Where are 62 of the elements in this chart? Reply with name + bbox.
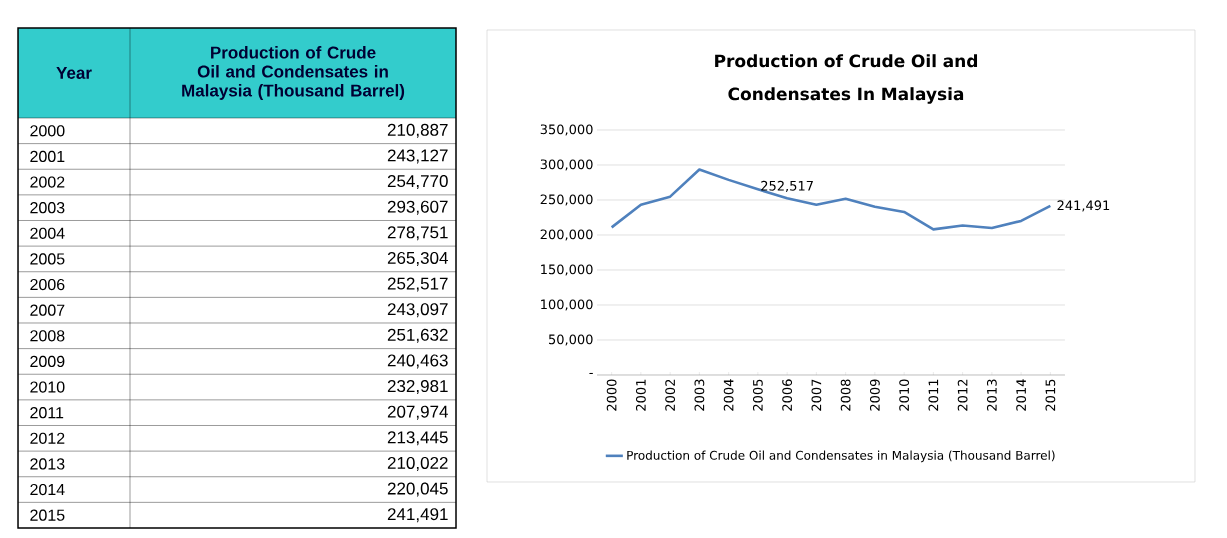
text: 265,304 <box>387 251 448 266</box>
text: 240,463 <box>387 354 448 369</box>
y-tick-label: 300,000 <box>540 159 593 171</box>
x-tick-label: 2013 <box>986 379 997 411</box>
y-tick-label: 250,000 <box>540 194 593 206</box>
x-tick-label: 2008 <box>840 379 851 411</box>
text: 213,445 <box>387 431 448 446</box>
category-label: 2003 <box>30 202 65 214</box>
category-label: 2015 <box>30 509 65 521</box>
category-label: 2011 <box>30 407 64 419</box>
text: 243,127 <box>387 149 448 164</box>
y-tick-label: 150,000 <box>541 264 593 276</box>
category-label: 2004 <box>30 227 65 239</box>
text: 207,974 <box>387 405 448 420</box>
y-tick-label: 50,000 <box>548 334 593 346</box>
text: 210,887 <box>387 123 448 138</box>
annotation: 241,491 <box>1057 200 1110 212</box>
text: 293,607 <box>387 200 448 215</box>
annotation: 252,517 <box>761 180 813 193</box>
chart-title: Production of Crude Oil and Condensates In Malaysia <box>715 54 978 104</box>
text: 252,517 <box>387 277 448 292</box>
x-tick-label: 2001 <box>635 379 646 411</box>
category-label: 2014 <box>30 483 65 496</box>
text: 278,751 <box>387 226 448 241</box>
x-tick-label: 2007 <box>811 379 822 411</box>
x-tick-label: 2011 <box>928 379 939 411</box>
x-tick-label: 2002 <box>665 379 676 411</box>
x-tick-label: 2014 <box>1016 379 1027 411</box>
category-label: 2013 <box>30 458 65 470</box>
text: 254,770 <box>387 175 448 190</box>
text: Year <box>56 67 92 79</box>
category-label: 2007 <box>30 304 65 316</box>
x-tick-label: 2004 <box>723 379 734 411</box>
x-tick-label: 2000 <box>606 379 617 411</box>
category-label: 2002 <box>30 176 65 188</box>
x-tick-label: 2005 <box>752 379 763 411</box>
text: Production of Crude Oil and Condensates in Malaysia (Thousand Barrel) <box>182 46 405 100</box>
y-tick-label: - <box>589 372 593 374</box>
text: 210,022 <box>387 456 448 471</box>
x-tick-label: 2015 <box>1045 379 1056 411</box>
y-tick-label: 100,000 <box>541 299 593 311</box>
x-tick-label: 2006 <box>782 379 793 411</box>
x-tick-label: 2012 <box>957 379 968 411</box>
category-label: 2006 <box>30 278 65 291</box>
category-label: 2012 <box>30 432 65 444</box>
y-tick-label: 200,000 <box>540 229 593 241</box>
text: 241,491 <box>387 508 448 523</box>
text: 251,632 <box>387 328 448 343</box>
legend-label: Production of Crude Oil and Condensates in Malaysia (Thousand Barrel) <box>627 450 1055 463</box>
text: 243,097 <box>387 303 448 318</box>
x-tick-label: 2009 <box>869 379 880 411</box>
category-label: 2000 <box>30 125 65 137</box>
text: 220,045 <box>387 482 448 497</box>
y-tick-label: 350,000 <box>540 124 593 136</box>
category-label: 2001 <box>30 150 65 163</box>
x-tick-label: 2003 <box>694 379 705 411</box>
category-label: 2009 <box>30 355 65 368</box>
x-tick-label: 2010 <box>899 379 910 411</box>
category-label: 2008 <box>30 330 65 342</box>
category-label: 2005 <box>30 253 65 265</box>
text: 232,981 <box>387 380 448 395</box>
line-series <box>610 168 1052 231</box>
